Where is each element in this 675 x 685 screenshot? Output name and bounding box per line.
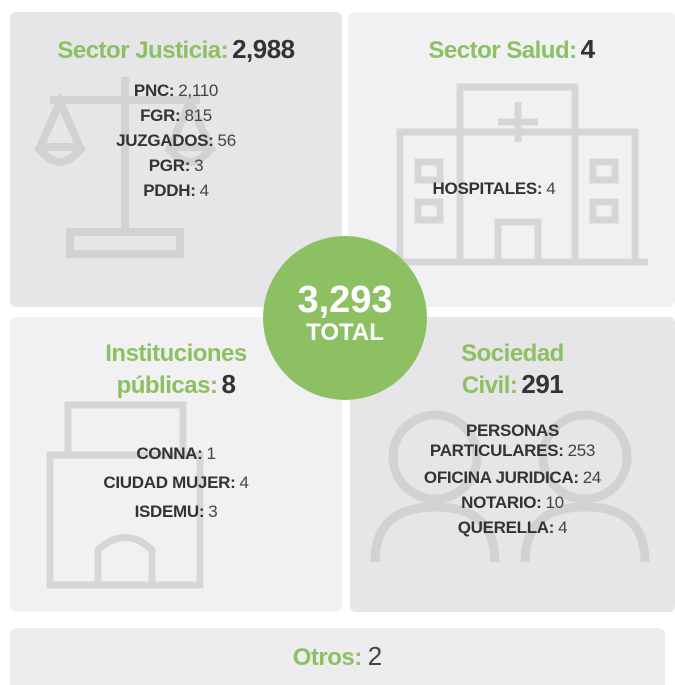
item-label: PERSONAS xyxy=(465,421,559,440)
item: JUZGADOS: 56 xyxy=(10,128,342,153)
item-value: 56 xyxy=(217,131,237,150)
total-circle: 3,293 TOTAL xyxy=(263,236,427,400)
sector-title: públicas: 8 xyxy=(10,369,342,401)
item-label: FGR: xyxy=(140,106,181,125)
sector-total: 8 xyxy=(221,369,236,399)
item-label: CONNA: xyxy=(136,444,203,463)
item-value: 4 xyxy=(546,179,556,198)
item-label: PDDH: xyxy=(143,181,196,200)
content: Instituciones públicas: 8 CONNA: 1 CIUDAD … xyxy=(10,339,342,524)
item-value: 4 xyxy=(239,473,249,492)
title-text: Instituciones xyxy=(105,340,247,367)
panel-salud: Sector Salud: 4 HOSPITALES: 4 xyxy=(348,12,675,307)
sector-title: Civil: 291 xyxy=(350,369,675,401)
item-label: QUERELLA: xyxy=(457,518,555,537)
people-icon xyxy=(370,410,650,563)
title-text: públicas: xyxy=(116,372,218,399)
item-value: 815 xyxy=(184,106,212,125)
footer-panel: Otros: 2 xyxy=(10,628,665,685)
total-label: TOTAL xyxy=(306,319,384,346)
title-text: Sector Salud: xyxy=(428,37,577,64)
panel-justicia: Sector Justicia: 2,988 PNC: 2,110 FGR: 815 … xyxy=(10,12,342,307)
item-label: PARTICULARES: xyxy=(429,441,564,460)
content: Sector Justicia: 2,988 PNC: 2,110 FGR: 815 … xyxy=(10,34,342,203)
grand-total: 3,293 xyxy=(297,279,393,321)
item-label: NOTARIO: xyxy=(461,493,542,512)
content: Sector Salud: 4 HOSPITALES: 4 xyxy=(348,34,675,201)
item-label: HOSPITALES: xyxy=(432,179,543,198)
item: ISDEMU: 3 xyxy=(10,499,342,524)
sector-title: Sector Salud: 4 xyxy=(348,34,675,66)
item-value: 1 xyxy=(206,444,216,463)
scales-icon xyxy=(33,77,217,258)
item: NOTARIO: 10 xyxy=(350,490,675,515)
item: OFICINA JURIDICA: 24 xyxy=(350,465,675,490)
sector-title: Instituciones xyxy=(10,339,342,369)
building-icon xyxy=(46,401,204,589)
item: CONNA: 1 xyxy=(10,441,342,466)
title-text: Sector Justicia: xyxy=(57,37,229,64)
item: PERSONAS PARTICULARES: 253 xyxy=(350,421,675,461)
item-label: PGR: xyxy=(148,156,191,175)
content: Sociedad Civil: 291 PERSONAS PARTICULARES:… xyxy=(350,339,675,540)
item-value: 10 xyxy=(545,493,565,512)
item-label: ISDEMU: xyxy=(134,502,205,521)
item: FGR: 815 xyxy=(10,103,342,128)
item-label: PNC: xyxy=(133,81,175,100)
footer-value: 2 xyxy=(367,641,383,671)
footer-title: Otros: xyxy=(292,644,363,671)
item-label: JUZGADOS: xyxy=(116,131,214,150)
item: QUERELLA: 4 xyxy=(350,515,675,540)
item: PDDH: 4 xyxy=(10,178,342,203)
sector-total: 2,988 xyxy=(232,34,295,64)
item-value: 253 xyxy=(567,441,596,460)
item: PNC: 2,110 xyxy=(10,78,342,103)
item: HOSPITALES: 4 xyxy=(348,176,640,201)
title-text: Sociedad xyxy=(461,340,564,367)
hospital-icon xyxy=(388,83,648,266)
item: CIUDAD MUJER: 4 xyxy=(10,470,342,495)
item-value: 4 xyxy=(558,518,568,537)
item-value: 3 xyxy=(194,156,204,175)
item-value: 3 xyxy=(208,502,218,521)
item-label: CIUDAD MUJER: xyxy=(103,473,236,492)
item-value: 4 xyxy=(199,181,209,200)
sector-title: Sociedad xyxy=(350,339,675,369)
item-value: 24 xyxy=(582,468,602,487)
sector-title: Sector Justicia: 2,988 xyxy=(10,34,342,66)
item-value: 2,110 xyxy=(178,81,219,100)
sector-total: 291 xyxy=(521,369,564,399)
title-text: Civil: xyxy=(461,372,518,399)
item-label: OFICINA JURIDICA: xyxy=(423,468,579,487)
item: PGR: 3 xyxy=(10,153,342,178)
sector-total: 4 xyxy=(580,34,595,64)
